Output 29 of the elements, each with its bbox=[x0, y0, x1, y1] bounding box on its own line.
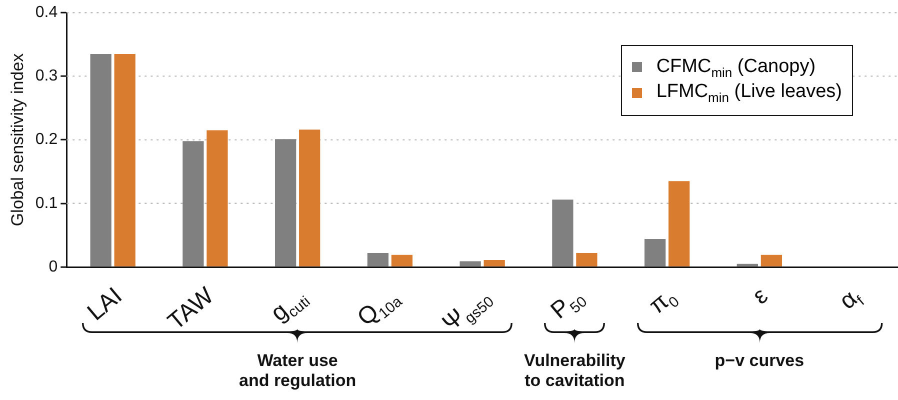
text: p−v curves bbox=[714, 351, 804, 371]
bar bbox=[367, 253, 389, 266]
text: Water use and regulation bbox=[239, 351, 356, 391]
x-tick-label: LAI bbox=[82, 282, 128, 327]
bar bbox=[90, 54, 112, 266]
bar bbox=[576, 253, 598, 266]
y-axis-title: Global sensitivity index bbox=[8, 52, 27, 226]
bar bbox=[114, 54, 136, 266]
bar bbox=[736, 264, 758, 266]
bar bbox=[275, 139, 296, 266]
bar bbox=[460, 261, 481, 266]
bar bbox=[644, 239, 666, 266]
bar bbox=[484, 260, 505, 266]
bar bbox=[391, 254, 413, 266]
text: Vulnerability to cavitation bbox=[524, 351, 626, 391]
bar bbox=[206, 130, 228, 266]
y-tick-label: 0 bbox=[48, 258, 58, 276]
x-tick-label: ε bbox=[748, 282, 774, 311]
y-tick-label: 0.2 bbox=[35, 131, 58, 148]
bar bbox=[182, 141, 204, 266]
bar bbox=[760, 254, 782, 266]
legend-label: LFMC$_{min}$ (Live leaves) bbox=[656, 81, 842, 106]
bar bbox=[668, 181, 690, 266]
bar bbox=[552, 200, 574, 266]
y-tick-label: 0.4 bbox=[35, 4, 58, 22]
y-tick-label: 0.1 bbox=[35, 194, 58, 212]
legend-label: CFMC$_{min}$ (Canopy) bbox=[656, 56, 816, 80]
y-tick-label: 0.3 bbox=[35, 68, 58, 85]
bar bbox=[299, 130, 320, 266]
